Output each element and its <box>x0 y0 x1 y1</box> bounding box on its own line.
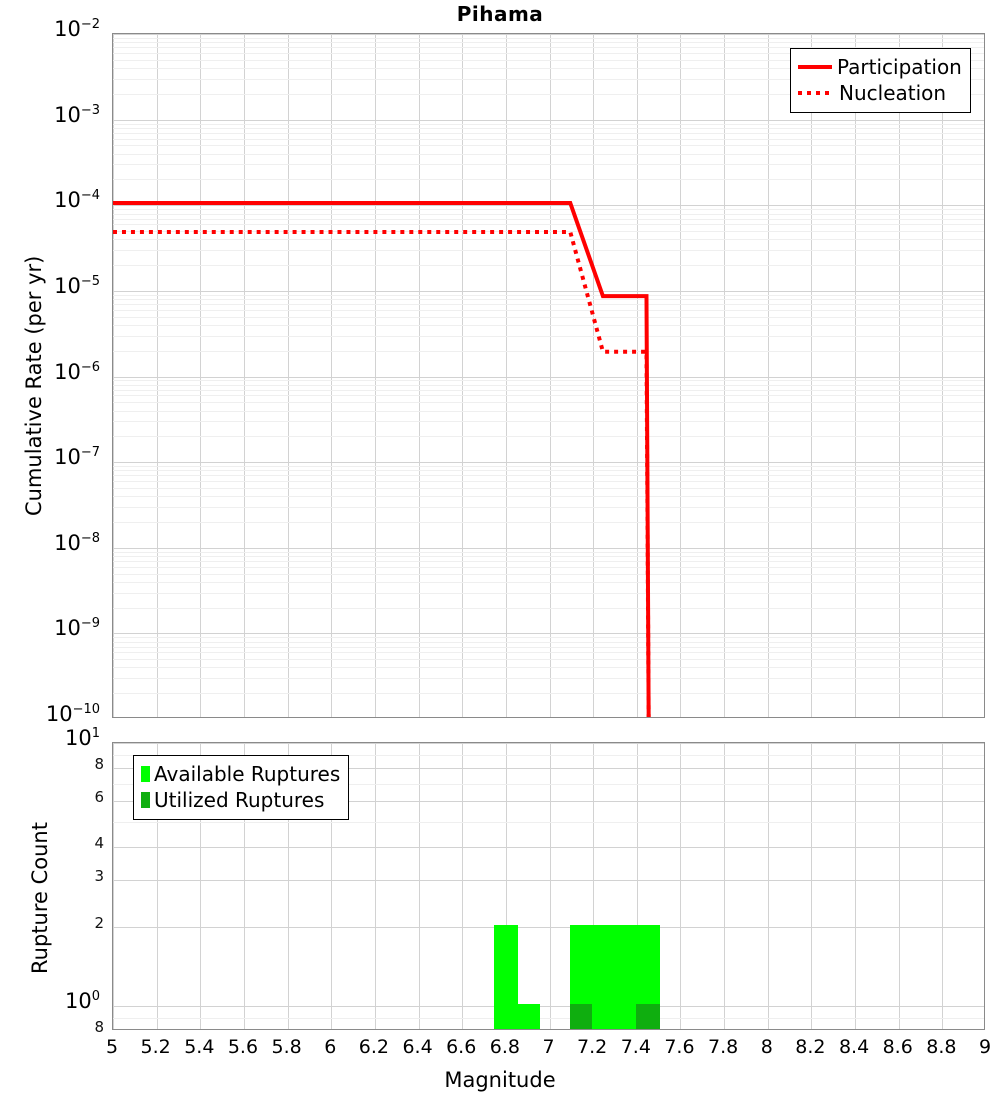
x-tick-label: 8.8 <box>926 1036 956 1058</box>
gridline-vertical <box>375 743 376 1029</box>
y-tick-label: 10−7 <box>0 447 100 468</box>
legend-item-nucleation: Nucleation <box>798 80 962 106</box>
legend-item-available-ruptures: Available Ruptures <box>141 761 340 787</box>
x-tick-label: 6.4 <box>402 1036 432 1058</box>
y-tick-label: 10−6 <box>0 362 100 383</box>
solid-line-icon <box>798 65 832 69</box>
x-tick-label: 8.2 <box>795 1036 825 1058</box>
cumulative-rate-plot <box>112 33 985 718</box>
gridline-vertical <box>899 743 900 1029</box>
top-panel-legend: Participation Nucleation <box>790 48 971 113</box>
gridline-vertical <box>680 743 681 1029</box>
x-tick-label: 7.2 <box>577 1036 607 1058</box>
available-ruptures-swatch-icon <box>141 766 150 782</box>
x-axis-label: Magnitude <box>0 1068 1000 1092</box>
y-tick-label: 10−3 <box>0 105 100 126</box>
gridline-vertical <box>550 743 551 1029</box>
x-tick-label: 7.4 <box>621 1036 651 1058</box>
utilized-ruptures-swatch-icon <box>141 792 150 808</box>
gridline-vertical <box>855 743 856 1029</box>
bar-available-ruptures <box>592 925 616 1029</box>
legend-item-participation: Participation <box>798 54 962 80</box>
bar-available-ruptures <box>516 1004 540 1029</box>
figure-root: Pihama Cumulative Rate (per yr) 10−210−3… <box>0 0 1000 1100</box>
x-tick-label: 6 <box>324 1036 336 1058</box>
gridline-vertical <box>113 743 114 1029</box>
bar-utilized-ruptures <box>570 1004 594 1029</box>
gridline-horizontal <box>113 880 984 881</box>
x-tick-label: 5.2 <box>141 1036 171 1058</box>
y-tick-label: 10−4 <box>0 190 100 211</box>
y-tick-label: 10−9 <box>0 618 100 639</box>
y-tick-label: 100 <box>0 991 100 1012</box>
y-tick-label: 4 <box>0 836 104 851</box>
x-tick-label: 8.4 <box>839 1036 869 1058</box>
gridline-horizontal <box>113 822 984 823</box>
gridline-vertical <box>768 743 769 1029</box>
bar-available-ruptures <box>614 925 638 1029</box>
y-tick-label: 8 <box>0 1020 104 1035</box>
x-tick-label: 8.6 <box>883 1036 913 1058</box>
mfd-curves <box>113 34 984 717</box>
figure-title: Pihama <box>0 2 1000 26</box>
gridline-vertical <box>942 743 943 1029</box>
x-tick-label: 5.6 <box>228 1036 258 1058</box>
gridline-horizontal <box>113 847 984 848</box>
legend-item-utilized-ruptures: Utilized Ruptures <box>141 787 340 813</box>
gridline-horizontal <box>113 1006 984 1007</box>
y-tick-label: 10−5 <box>0 276 100 297</box>
x-tick-label: 5 <box>106 1036 118 1058</box>
x-tick-label: 5.4 <box>184 1036 214 1058</box>
legend-label-nucleation: Nucleation <box>839 81 946 105</box>
bar-available-ruptures <box>494 925 518 1029</box>
y-tick-label: 10−10 <box>0 704 100 725</box>
x-tick-label: 8 <box>761 1036 773 1058</box>
gridline-vertical <box>419 743 420 1029</box>
x-tick-label: 6.2 <box>359 1036 389 1058</box>
curve-nucleation <box>113 232 649 717</box>
gridline-vertical <box>724 743 725 1029</box>
y-tick-label: 10−8 <box>0 533 100 554</box>
x-tick-label: 7.8 <box>708 1036 738 1058</box>
y-tick-label: 101 <box>0 728 100 749</box>
gridline-horizontal <box>113 743 984 744</box>
y-tick-label: 10−2 <box>0 19 100 40</box>
curve-participation <box>113 203 649 717</box>
bar-utilized-ruptures <box>636 1004 660 1029</box>
x-tick-label: 6.6 <box>446 1036 476 1058</box>
y-tick-label: 3 <box>0 869 104 884</box>
legend-label-utilized-ruptures: Utilized Ruptures <box>154 788 324 812</box>
gridline-vertical <box>811 743 812 1029</box>
y-tick-label: 6 <box>0 790 104 805</box>
gridline-horizontal <box>113 1018 984 1019</box>
gridline-horizontal <box>113 927 984 928</box>
x-tick-label: 6.8 <box>490 1036 520 1058</box>
legend-label-participation: Participation <box>837 55 962 79</box>
x-tick-label: 5.8 <box>271 1036 301 1058</box>
y-tick-label: 2 <box>0 916 104 931</box>
y-tick-label: 8 <box>0 757 104 772</box>
x-tick-label: 7.6 <box>664 1036 694 1058</box>
legend-label-available-ruptures: Available Ruptures <box>154 762 340 786</box>
x-tick-label: 9 <box>979 1036 991 1058</box>
dotted-line-icon <box>798 91 832 95</box>
bottom-panel-legend: Available Ruptures Utilized Ruptures <box>133 755 349 820</box>
gridline-vertical <box>462 743 463 1029</box>
x-tick-label: 7 <box>542 1036 554 1058</box>
